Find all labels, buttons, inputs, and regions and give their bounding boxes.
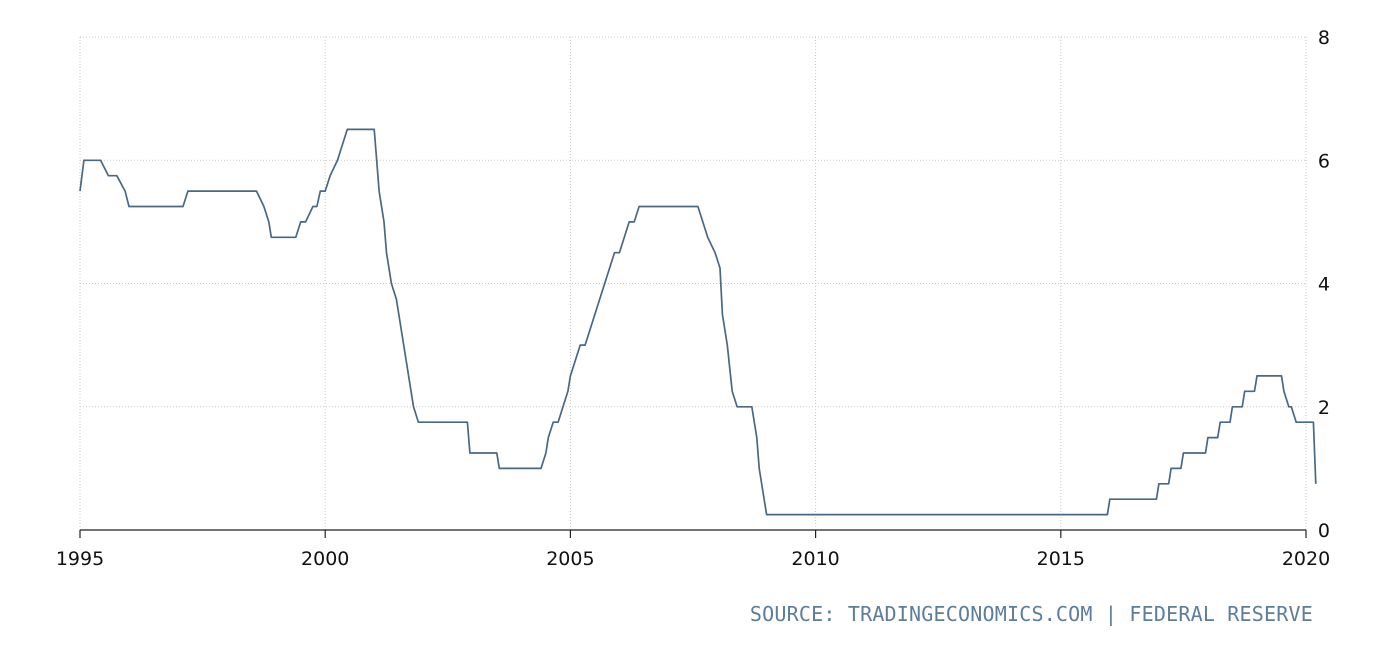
series-layer: [79, 128, 1317, 516]
y-tick-label: 8: [1318, 27, 1330, 49]
x-tick-label: 2005: [546, 548, 594, 570]
y-tick-label: 2: [1318, 397, 1330, 419]
x-tick-label: 2000: [301, 548, 349, 570]
series-line: [79, 128, 1317, 516]
y-tick-label: 0: [1318, 520, 1330, 542]
x-axis: [79, 529, 1307, 538]
x-tick-label: 1995: [56, 548, 104, 570]
source-note: SOURCE: TRADINGECONOMICS.COM | FEDERAL R…: [749, 602, 1313, 626]
x-tick-label: 2020: [1282, 548, 1330, 570]
y-tick-label: 6: [1318, 150, 1330, 172]
x-tick-labels: 1995 2000 2005 2010 2015 2020: [56, 548, 1330, 570]
y-tick-labels: 0 2 4 6 8: [1318, 27, 1330, 542]
gridlines: [79, 36, 1307, 530]
x-tick-label: 2015: [1037, 548, 1085, 570]
y-tick-label: 4: [1318, 274, 1330, 296]
x-tick-label: 2010: [791, 548, 839, 570]
